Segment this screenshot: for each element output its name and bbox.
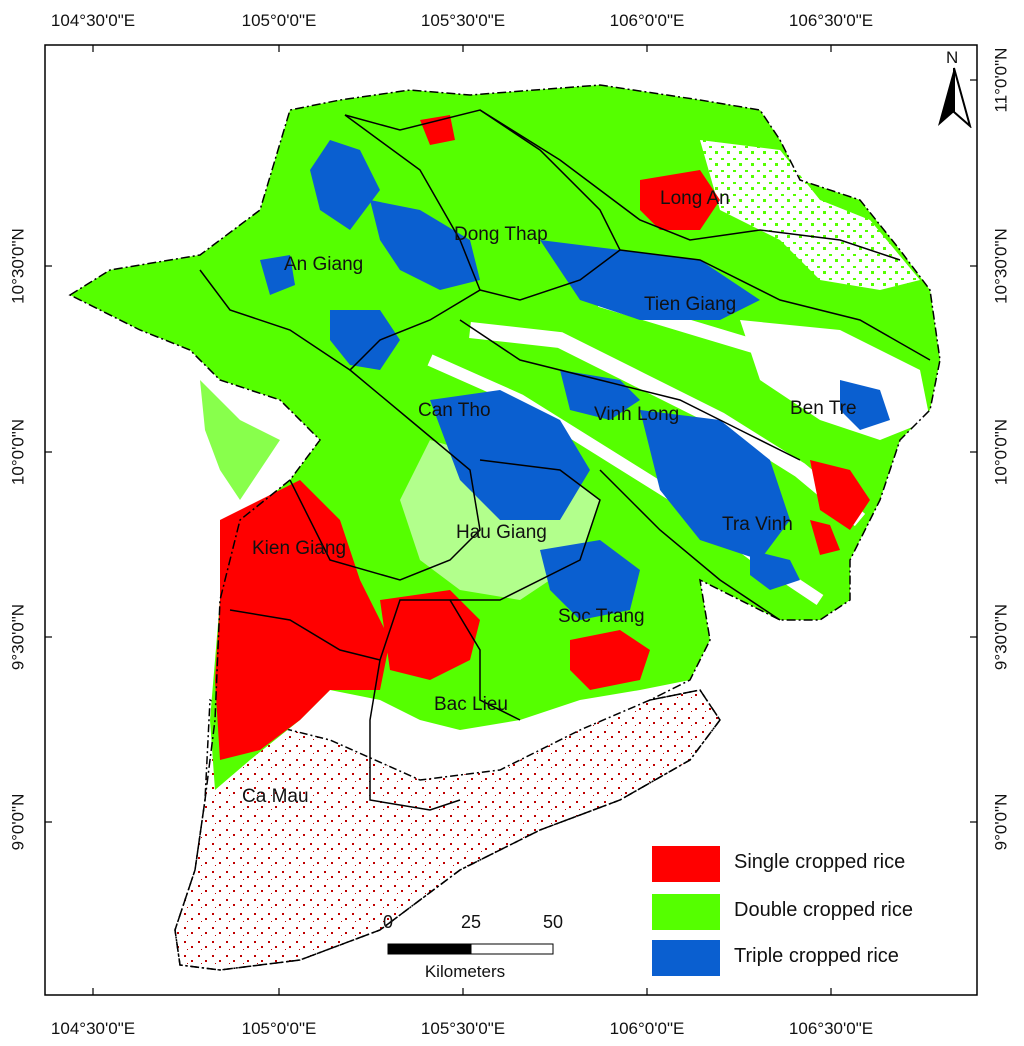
bottom-tick: 105°30'0"E (420, 1019, 506, 1038)
scale-bar: 0 25 50 Kilometers (376, 912, 566, 982)
north-arrow-icon (938, 67, 972, 128)
province-label: Ben Tre (790, 398, 857, 419)
legend-item-triple: Triple cropped rice (652, 936, 972, 976)
scale-unit: Kilometers (424, 962, 506, 981)
province-label: Kien Giang (252, 538, 346, 559)
scale-tick: 25 (460, 912, 482, 932)
legend-swatch (652, 940, 720, 976)
right-tick: 10°0'0"N (991, 418, 1011, 486)
right-tick: 11°0'0"N (991, 47, 1011, 113)
right-tick: 9°30'0"N (991, 603, 1011, 671)
north-arrow: N (934, 48, 974, 128)
right-tick: 9°0'0"N (991, 793, 1011, 851)
province-label: Soc Trang (558, 606, 645, 627)
scale-tick: 0 (382, 912, 394, 932)
province-label: Can Tho (418, 400, 491, 421)
bottom-tick: 106°0'0"E (609, 1019, 685, 1038)
triple-crop-area (260, 140, 890, 620)
bottom-tick: 106°30'0"E (788, 1019, 874, 1038)
legend-label: Triple cropped rice (734, 945, 899, 967)
legend-item-single: Single cropped rice (652, 842, 972, 882)
scale-tick: 50 (542, 912, 564, 932)
top-tick: 106°0'0"E (609, 11, 685, 30)
left-tick: 9°0'0"N (8, 793, 28, 851)
province-label: Dong Thap (454, 224, 548, 245)
legend-swatch (652, 894, 720, 930)
frame-ticks (45, 45, 977, 995)
province-label: Tra Vinh (722, 514, 793, 535)
left-tick: 10°30'0"N (8, 228, 28, 304)
right-tick: 10°30'0"N (991, 228, 1011, 304)
north-label: N (946, 48, 959, 67)
province-label: Vinh Long (594, 404, 679, 425)
top-tick: 104°30'0"E (50, 11, 136, 30)
province-label: Ca Mau (242, 786, 309, 807)
top-tick: 105°30'0"E (420, 11, 506, 30)
province-boundaries (199, 109, 931, 811)
province-label: Hau Giang (456, 522, 547, 543)
province-label: Tien Giang (644, 294, 736, 315)
single-crop-area (215, 115, 870, 760)
delta-outline (68, 84, 941, 971)
legend-label: Double cropped rice (734, 899, 913, 921)
legend-swatch (652, 846, 720, 882)
map-frame: Long An Dong Thap An Giang Tien Giang Be… (44, 44, 978, 996)
top-tick: 105°0'0"E (241, 11, 317, 30)
bottom-tick: 105°0'0"E (241, 1019, 317, 1038)
legend-item-double: Double cropped rice (652, 890, 972, 930)
scale-bar-graphic (387, 943, 554, 955)
bottom-tick: 104°30'0"E (50, 1019, 136, 1038)
province-label: Bac Lieu (434, 694, 508, 715)
legend-label: Single cropped rice (734, 851, 906, 873)
coast-speckle (200, 380, 280, 500)
province-label: Long An (660, 188, 730, 209)
left-tick: 10°0'0"N (8, 418, 28, 486)
province-label: An Giang (284, 254, 363, 275)
left-tick: 9°30'0"N (8, 603, 28, 671)
white-area (700, 140, 920, 290)
top-tick: 106°30'0"E (788, 11, 874, 30)
